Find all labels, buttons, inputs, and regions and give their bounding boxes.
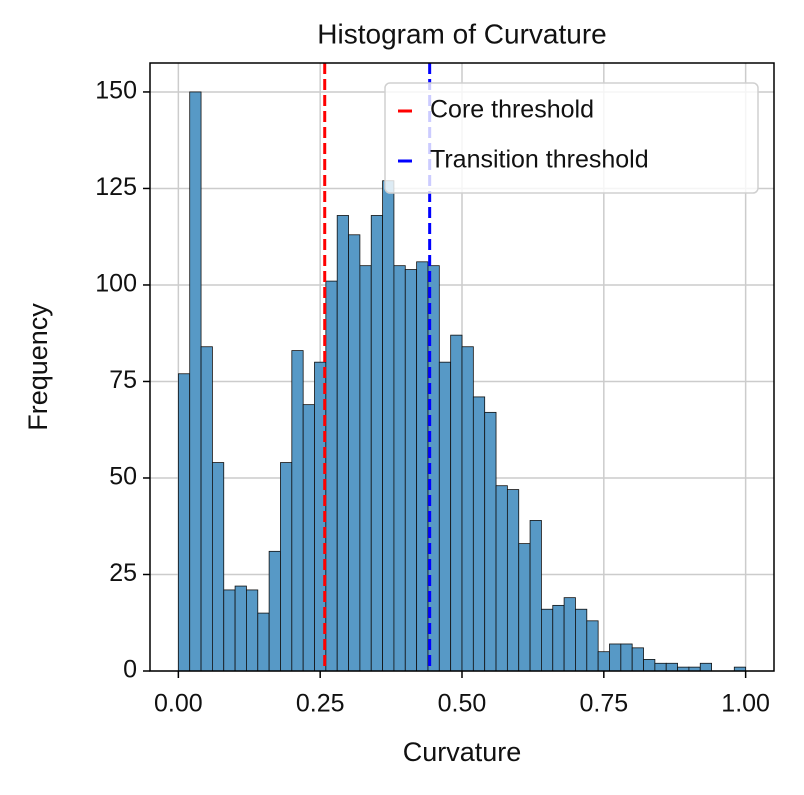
bar <box>280 462 293 672</box>
bar <box>597 651 610 672</box>
x-tick-label: 0.75 <box>579 690 628 718</box>
bar <box>620 643 633 672</box>
y-tick-label: 125 <box>95 173 137 201</box>
bar <box>631 647 644 672</box>
legend-box <box>384 82 759 194</box>
bar <box>472 396 486 672</box>
bar <box>336 215 349 672</box>
x-tick-label: 0.25 <box>296 690 345 718</box>
bar <box>404 269 418 672</box>
y-tick-label: 75 <box>109 366 137 394</box>
bar <box>200 346 213 672</box>
bar <box>484 411 497 672</box>
x-axis-label: Curvature <box>403 737 522 767</box>
bar <box>586 620 599 672</box>
bar <box>563 597 576 672</box>
y-tick-label: 100 <box>95 270 137 298</box>
bar <box>246 589 259 672</box>
chart-title: Histogram of Curvature <box>317 18 606 49</box>
legend-label: Core threshold <box>430 96 594 124</box>
bar <box>495 485 508 672</box>
bar <box>541 608 554 672</box>
bar <box>257 612 270 672</box>
bar <box>552 604 565 672</box>
y-tick-label: 25 <box>109 559 137 587</box>
x-tick-label: 0.50 <box>438 690 487 718</box>
bar <box>177 373 191 672</box>
y-tick-label: 0 <box>123 656 137 684</box>
bar <box>211 462 225 672</box>
bar <box>291 350 304 672</box>
bar <box>654 662 667 672</box>
bar <box>665 662 678 672</box>
bar <box>529 520 542 672</box>
bar <box>189 91 202 672</box>
bar <box>461 346 474 672</box>
bar <box>450 334 463 672</box>
x-tick-label: 0.00 <box>154 690 203 718</box>
bar <box>234 585 247 672</box>
bar <box>609 643 622 672</box>
legend-label: Transition threshold <box>430 146 649 174</box>
bar <box>359 265 372 672</box>
bar <box>268 550 281 672</box>
bar <box>699 662 712 672</box>
bar <box>348 234 361 672</box>
bar <box>325 280 338 672</box>
x-tick-label: 1.00 <box>721 690 770 718</box>
bar <box>382 180 395 672</box>
bar <box>438 361 452 672</box>
bar <box>518 543 531 672</box>
bar <box>643 659 656 672</box>
y-axis-label: Frequency <box>23 303 53 431</box>
y-tick-label: 50 <box>109 463 137 491</box>
bar <box>393 265 406 672</box>
bar <box>575 608 588 672</box>
y-tick-label: 150 <box>95 77 137 105</box>
bar <box>302 404 315 672</box>
bar <box>416 261 429 672</box>
bar <box>370 215 383 672</box>
bar <box>506 489 520 672</box>
bar <box>223 589 236 672</box>
